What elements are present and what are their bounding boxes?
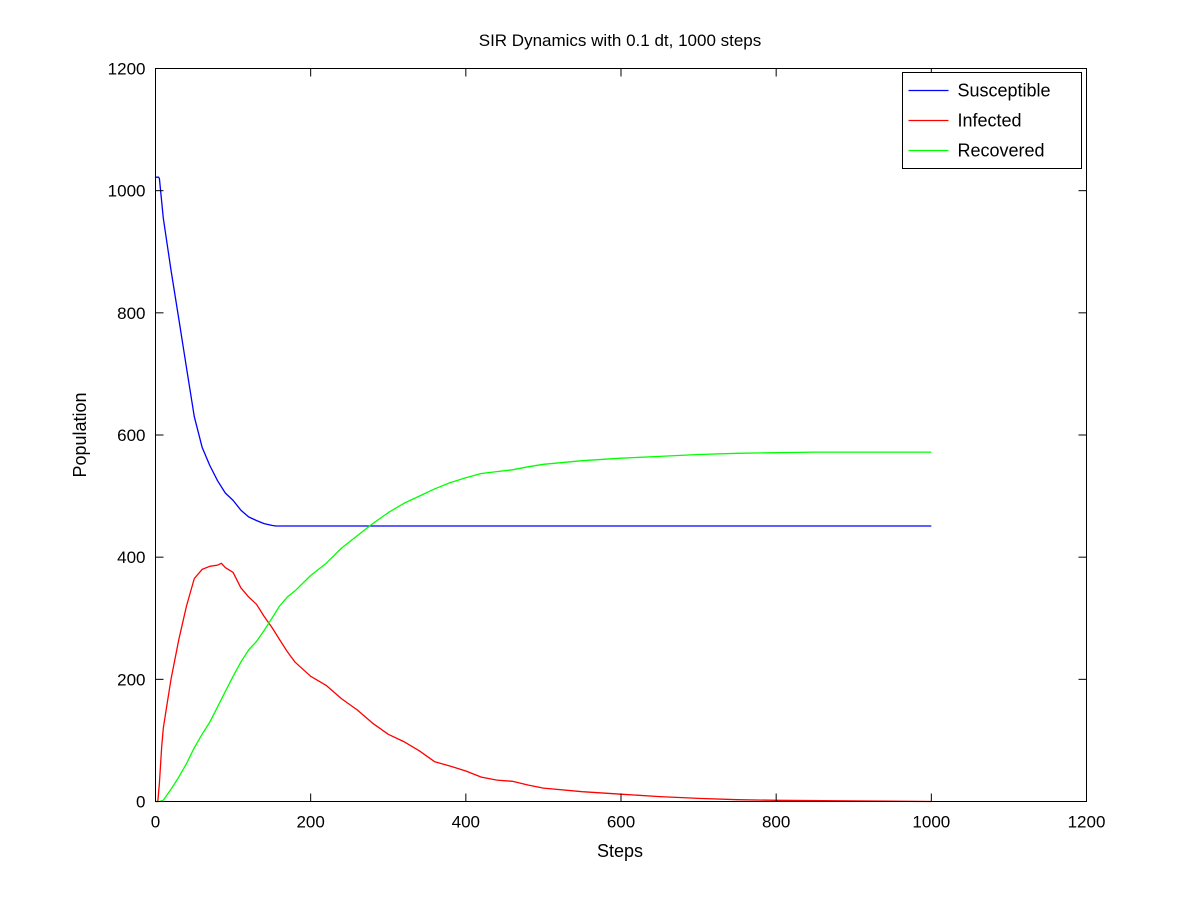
legend-label-infected: Infected	[958, 111, 1022, 131]
x-tick-label: 1200	[1068, 813, 1106, 832]
series-line-infected	[155, 562, 932, 803]
y-tick-label: 400	[117, 548, 145, 567]
series-line-susceptible	[155, 176, 932, 527]
legend-label-recovered: Recovered	[958, 141, 1045, 161]
y-tick-label: 600	[117, 426, 145, 445]
x-tick-label: 600	[607, 813, 635, 832]
legend: Susceptible Infected Recovered	[902, 72, 1082, 169]
chart-title: SIR Dynamics with 0.1 dt, 1000 steps	[479, 31, 762, 50]
series-line-recovered	[155, 451, 932, 803]
y-tick-label: 1000	[108, 182, 146, 201]
x-tick-label: 1000	[912, 813, 950, 832]
x-tick-label: 800	[762, 813, 790, 832]
x-tick-label: 200	[296, 813, 324, 832]
y-tick-label: 200	[117, 670, 145, 689]
plot-frame	[155, 68, 1087, 802]
x-axis-title: Steps	[597, 841, 643, 861]
y-tick-label: 1200	[108, 60, 146, 79]
x-tick-label: 400	[452, 813, 480, 832]
y-tick-label: 0	[136, 793, 145, 812]
legend-label-susceptible: Susceptible	[958, 81, 1051, 101]
y-axis-title: Population	[70, 392, 90, 477]
y-tick-label: 800	[117, 304, 145, 323]
ticks-layer: 0 200 400 600 800 1000 1200 0 200 400 600 800 1000 12…	[108, 60, 1106, 832]
x-tick-label: 0	[151, 813, 160, 832]
series-layer	[155, 176, 932, 803]
